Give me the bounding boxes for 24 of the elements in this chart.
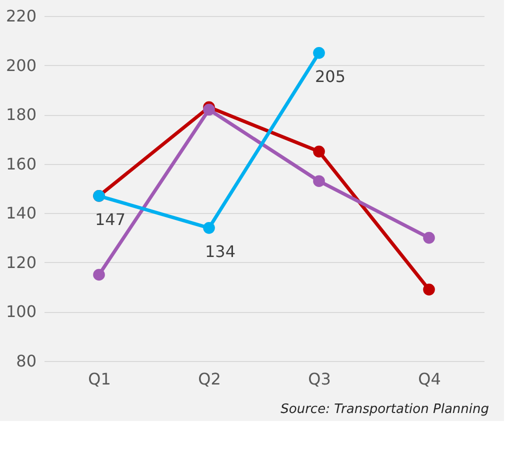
y-tick-label: 100: [6, 302, 36, 322]
x-tick-label: Q4: [418, 370, 441, 388]
y-tick-label: 180: [6, 105, 36, 124]
point: [203, 222, 215, 234]
x-tick-label: Q2: [198, 370, 221, 388]
y-tick-label: 120: [6, 252, 36, 272]
data-label: 147: [95, 210, 126, 229]
y-tick-label: 80: [16, 352, 36, 370]
point: [423, 232, 435, 244]
point: [93, 268, 105, 281]
point: [313, 146, 325, 158]
data-label: 134: [205, 242, 236, 261]
data-label: 205: [315, 66, 346, 86]
source-note: Source: Transportation Planning: [280, 402, 489, 417]
y-tick-label: 140: [6, 204, 36, 223]
y-tick-label: 160: [6, 154, 36, 174]
y-tick-label: 220: [6, 6, 36, 26]
y-tick-label: 200: [6, 56, 36, 75]
x-tick-label: Q1: [88, 370, 111, 388]
point: [313, 175, 325, 188]
point: [203, 104, 215, 116]
point: [313, 47, 325, 59]
x-tick-label: Q3: [308, 370, 331, 388]
point: [423, 284, 435, 296]
